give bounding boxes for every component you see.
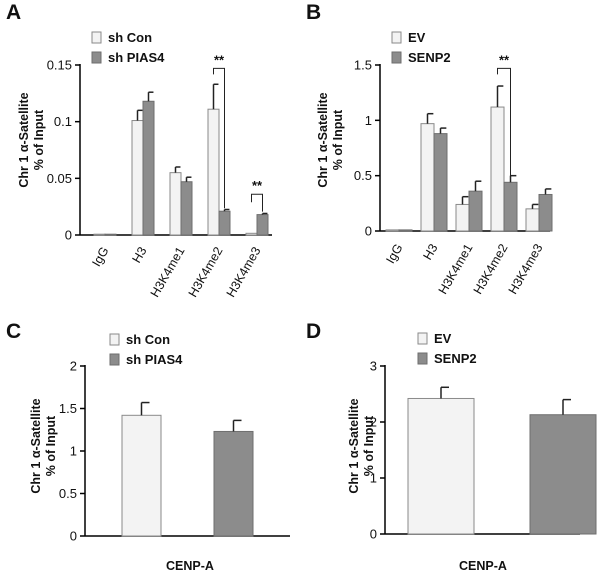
y-axis-label-line1: Chr 1 α-Satellite [316, 92, 330, 187]
y-axis-label-line2: % of Input [331, 109, 345, 170]
legend-swatch [109, 353, 120, 366]
panel-c: C 0 0.5 1 1.5 2 Chr 1 α-Satellite% of Input CEN… [6, 320, 290, 573]
y-tick-label: 0 [65, 228, 72, 243]
y-axis-label-line2: % of Input [44, 415, 58, 476]
x-category-label: H3K4me1 [436, 241, 476, 296]
bar-control [121, 414, 162, 537]
legend-label: sh Con [108, 30, 152, 45]
legend-swatch [391, 51, 402, 64]
bar-treatment [104, 233, 117, 236]
legend-swatch [417, 332, 428, 345]
bar-control [169, 172, 182, 236]
bar-treatment [142, 100, 155, 236]
x-category-label: IgG [89, 245, 111, 269]
y-tick-label: 0.15 [47, 58, 72, 73]
legend-swatch [109, 333, 120, 346]
x-category-label: H3K4me2 [186, 244, 226, 299]
y-axis-label: Chr 1 α-Satellite% of Input [29, 398, 58, 493]
bar-control [131, 120, 144, 236]
panel-label: C [6, 320, 21, 343]
y-tick-label: 0.5 [59, 486, 77, 501]
panel-b: B 0 0.5 1 1.5 Chr 1 α-Satellite% of Input IgG H… [306, 1, 553, 297]
y-axis-label-line1: Chr 1 α-Satellite [29, 398, 43, 493]
bar-control [93, 233, 106, 236]
y-axis-label: Chr 1 α-Satellite% of Input [316, 92, 345, 187]
bar-control [207, 108, 220, 236]
bar-treatment [503, 181, 518, 232]
y-tick-label: 1 [370, 471, 377, 486]
legend-label: sh PIAS4 [126, 352, 183, 367]
x-category-label: H3K4me1 [148, 244, 188, 299]
x-category-label: H3 [129, 244, 149, 265]
x-category-label: IgG [383, 242, 405, 266]
y-tick-label: 1.5 [59, 401, 77, 416]
y-tick-label: 2 [70, 359, 77, 374]
bar-treatment [468, 190, 483, 232]
bar-control [407, 397, 475, 535]
bar-treatment [180, 181, 193, 236]
bar-control [525, 208, 540, 232]
y-tick-label: 1 [365, 113, 372, 128]
bar-treatment [529, 414, 597, 535]
bar-treatment [433, 133, 448, 232]
y-axis-label: Chr 1 α-Satellite% of Input [347, 398, 376, 493]
bar-treatment [218, 210, 231, 236]
bar-treatment [538, 193, 553, 232]
x-category-label: H3K4me3 [506, 241, 546, 296]
panel-label: D [306, 320, 321, 343]
x-category-label: H3 [420, 241, 440, 262]
bar-treatment [398, 229, 413, 232]
x-axis-title: CENP-A [459, 559, 507, 573]
y-tick-label: 0.05 [47, 171, 72, 186]
significance-marker: ** [214, 52, 225, 67]
y-tick-label: 3 [370, 359, 377, 374]
bar-control [420, 123, 435, 232]
bar-control [385, 229, 400, 232]
legend-label: sh Con [126, 332, 170, 347]
y-axis-label-line1: Chr 1 α-Satellite [347, 398, 361, 493]
significance-marker: ** [252, 178, 263, 193]
y-tick-label: 0.5 [354, 168, 372, 183]
y-tick-label: 0 [365, 224, 372, 239]
panel-label: B [306, 1, 321, 24]
bar-control [455, 203, 470, 232]
panel-a: A 0 0.05 0.1 0.15 Chr 1 α-Satellite% of Input… [6, 1, 272, 300]
legend-swatch [91, 31, 102, 44]
significance-bracket [251, 193, 263, 212]
y-axis-label-line2: % of Input [362, 415, 376, 476]
legend-swatch [417, 352, 428, 365]
x-category-label: H3K4me3 [224, 244, 264, 299]
legend-swatch [391, 31, 402, 44]
significance-bracket [497, 67, 511, 180]
panel-d: D 0 1 2 3 Chr 1 α-Satellite% of Input CENP-A EV… [306, 320, 597, 573]
y-tick-label: 2 [370, 415, 377, 430]
legend-label: SENP2 [408, 50, 451, 65]
y-tick-label: 0.1 [54, 114, 72, 129]
y-tick-label: 0 [70, 529, 77, 544]
bar-treatment [256, 214, 269, 236]
y-axis-label-line2: % of Input [32, 109, 46, 170]
bar-treatment [213, 430, 254, 537]
legend-label: SENP2 [434, 351, 477, 366]
x-axis-title: CENP-A [166, 559, 214, 573]
panel-label: A [6, 1, 21, 24]
bar-control [490, 106, 505, 232]
y-tick-label: 1.5 [354, 58, 372, 73]
significance-marker: ** [499, 52, 510, 67]
y-axis-label: Chr 1 α-Satellite% of Input [17, 92, 46, 187]
x-category-label: H3K4me2 [471, 241, 511, 296]
y-tick-label: 1 [70, 444, 77, 459]
y-axis-label-line1: Chr 1 α-Satellite [17, 92, 31, 187]
bar-control [245, 232, 258, 236]
legend-label: EV [434, 331, 452, 346]
y-tick-label: 0 [370, 527, 377, 542]
legend-swatch [91, 51, 102, 64]
significance-bracket [213, 67, 225, 209]
legend-label: EV [408, 30, 426, 45]
legend-label: sh PIAS4 [108, 50, 165, 65]
